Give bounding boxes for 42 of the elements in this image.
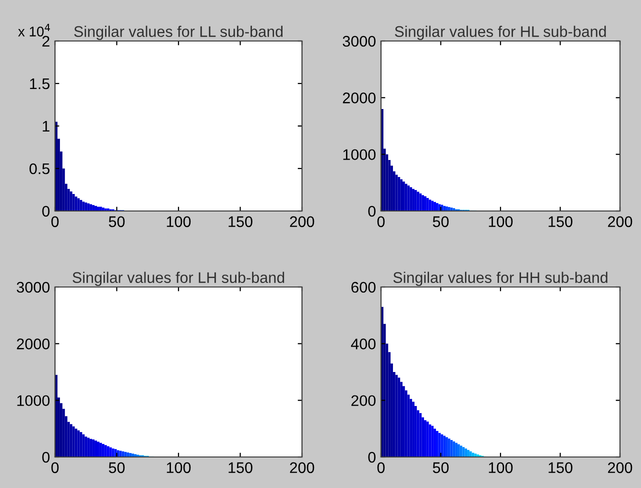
x-tick-label: 100	[488, 462, 513, 474]
y-tick-label: 1.5	[30, 78, 50, 90]
x-tick-label: 100	[166, 462, 191, 474]
y-tick-label: 400	[351, 338, 376, 350]
y-tick-label: 0	[368, 206, 376, 217]
x-tick-label: 100	[166, 216, 191, 228]
y-tick-label: 2	[42, 36, 50, 47]
x-tick-label: 50	[108, 462, 125, 474]
y-tick-label: 1000	[343, 149, 376, 160]
y-tick-label: 2000	[16, 338, 50, 350]
y-tick-label: 1000	[17, 395, 50, 406]
text: x 10$^{4}$	[18, 24, 50, 36]
y-tick-label: 2000	[342, 92, 376, 104]
y-tick-label: 0	[42, 452, 50, 463]
x-tick-label: 200	[290, 462, 314, 474]
x-tick-label: 200	[608, 216, 632, 228]
y-tick-label: 1	[42, 121, 50, 132]
x-tick-label: 0	[377, 216, 385, 228]
chart-title: Singilar values for LL sub-band	[74, 26, 283, 40]
x-tick-label: 0	[51, 462, 59, 474]
y-tick-label: 3000	[16, 282, 50, 293]
x-tick-label: 0	[51, 216, 59, 228]
x-tick-label: 150	[228, 462, 252, 474]
y-tick-label: 0	[368, 452, 376, 463]
x-tick-label: 200	[290, 216, 314, 228]
x-tick-label: 100	[488, 216, 513, 228]
chart-title: Singilar values for HL sub-band	[394, 26, 606, 40]
y-tick-label: 600	[351, 282, 376, 293]
x-tick-label: 200	[608, 462, 632, 474]
x-tick-label: 50	[432, 462, 449, 474]
x-tick-label: 150	[548, 216, 572, 228]
x-tick-label: 150	[548, 462, 572, 474]
y-tick-label: 0	[42, 206, 50, 217]
chart-title: Singilar values for HH sub-band	[393, 272, 608, 286]
y-tick-label: 0.5	[30, 163, 50, 174]
x-tick-label: 50	[108, 216, 125, 228]
y-tick-label: 3000	[342, 36, 376, 47]
y-tick-label: 200	[351, 395, 376, 406]
chart-title: Singilar values for LH sub-band	[72, 272, 284, 286]
x-tick-label: 50	[432, 216, 449, 228]
x-tick-label: 150	[228, 216, 252, 228]
x-tick-label: 0	[377, 462, 385, 474]
